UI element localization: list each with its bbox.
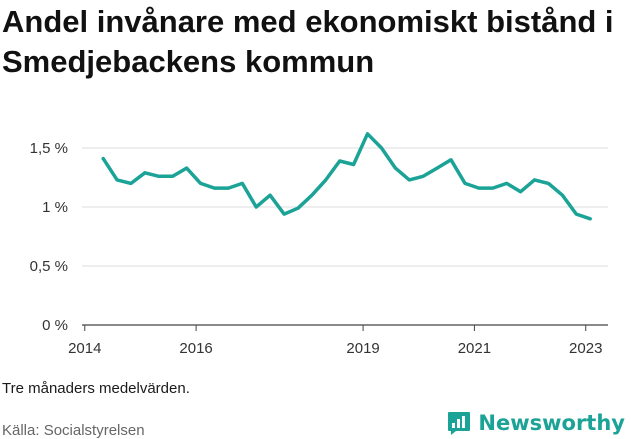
x-tick-label: 2014 xyxy=(68,340,101,357)
x-tick-label: 2016 xyxy=(179,340,212,357)
gridlines xyxy=(82,147,608,326)
line-chart: 0 % 0,5 % 1 % 1,5 % 2014 2016 2019 2021 2023 xyxy=(30,132,608,357)
brand-name: Newsworthy xyxy=(478,411,625,435)
y-tick-label: 0 % xyxy=(42,317,68,334)
series-layer xyxy=(101,132,592,221)
chart-title: Andel invånare med ekonomiskt bistånd i … xyxy=(2,4,614,79)
source-label: Källa: Socialstyrelsen xyxy=(2,422,145,439)
y-tick-label: 1,5 % xyxy=(30,140,68,157)
x-tick-label: 2019 xyxy=(346,340,379,357)
newsworthy-logo[interactable]: Newsworthy xyxy=(446,410,625,436)
x-axis: 2014 2016 2019 2021 2023 xyxy=(68,325,602,357)
x-tick-label: 2023 xyxy=(569,340,602,357)
y-tick-label: 1 % xyxy=(42,199,68,216)
y-tick-label: 0,5 % xyxy=(30,258,68,275)
series-line xyxy=(101,132,592,221)
chart-note: Tre månaders medelvärden. xyxy=(2,380,190,397)
bar-chart-logo-icon xyxy=(448,412,471,435)
x-tick-label: 2021 xyxy=(458,340,491,357)
y-axis-tick-labels: 0 % 0,5 % 1 % 1,5 % xyxy=(30,140,68,334)
